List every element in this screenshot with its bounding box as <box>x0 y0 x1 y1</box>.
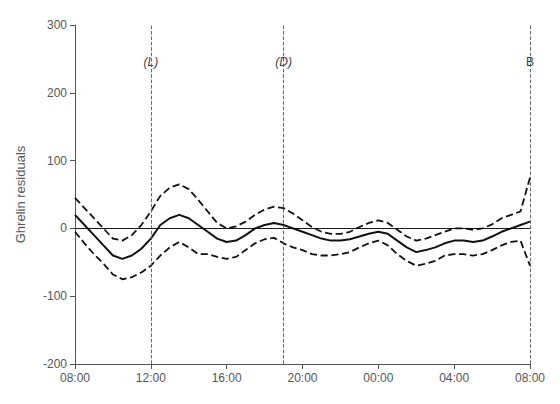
svg-text:08:00: 08:00 <box>515 371 545 385</box>
svg-text:100: 100 <box>47 154 67 168</box>
svg-text:08:00: 08:00 <box>60 371 90 385</box>
svg-text:12:00: 12:00 <box>136 371 166 385</box>
svg-text:(L): (L) <box>143 55 158 69</box>
svg-text:-100: -100 <box>43 289 67 303</box>
svg-text:-200: -200 <box>43 357 67 371</box>
svg-text:(D): (D) <box>275 54 292 69</box>
svg-text:00:00: 00:00 <box>363 371 393 385</box>
svg-text:Ghrelin residuals: Ghrelin residuals <box>13 145 28 243</box>
svg-text:300: 300 <box>47 18 67 32</box>
svg-text:16:00: 16:00 <box>212 371 242 385</box>
svg-text:0: 0 <box>60 221 67 235</box>
svg-text:B: B <box>526 55 534 69</box>
svg-text:200: 200 <box>47 86 67 100</box>
svg-text:04:00: 04:00 <box>439 371 469 385</box>
svg-text:20:00: 20:00 <box>287 371 317 385</box>
